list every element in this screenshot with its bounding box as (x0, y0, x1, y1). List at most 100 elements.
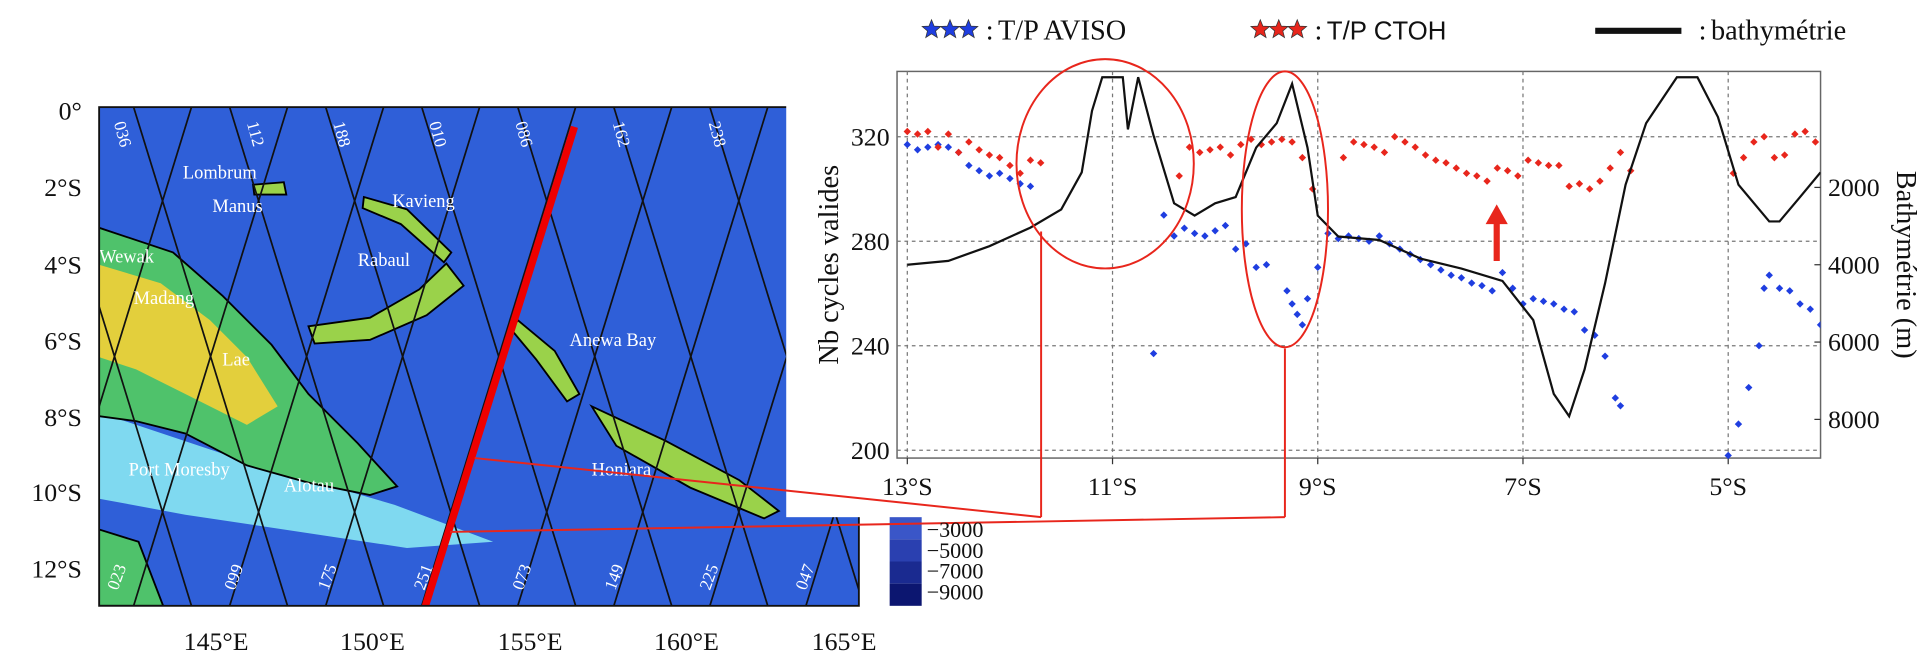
point (995, 169, 1004, 177)
point (1231, 245, 1240, 253)
point (1252, 263, 1260, 272)
legend-separator: : (1699, 15, 1707, 46)
point (1616, 148, 1625, 157)
point (965, 138, 973, 146)
place-label: Rabaul (358, 250, 410, 270)
point (1529, 295, 1537, 303)
x-tick-label: 11°S (1088, 472, 1138, 501)
point (1503, 166, 1512, 175)
point (934, 143, 942, 151)
point (1765, 271, 1773, 279)
point (1175, 172, 1183, 180)
point (1786, 287, 1794, 295)
point (1555, 161, 1563, 170)
point (965, 161, 973, 170)
point (913, 130, 922, 138)
australia (99, 528, 165, 606)
point (995, 153, 1004, 162)
place-label: Lombrum (183, 163, 258, 183)
point (1375, 232, 1384, 240)
point (1237, 140, 1245, 149)
point (1514, 172, 1522, 180)
point (1816, 321, 1821, 329)
track-line (132, 107, 289, 606)
y2-tick-label: 2000 (1828, 173, 1880, 202)
point (1478, 281, 1486, 290)
point (1750, 138, 1758, 146)
point (1226, 151, 1235, 159)
colorbar-step (889, 583, 922, 606)
arrow-head (1485, 204, 1508, 225)
point (1811, 138, 1820, 146)
colorbar (889, 517, 922, 606)
point (1006, 174, 1014, 183)
track-line (613, 107, 769, 606)
point (1575, 180, 1584, 188)
point (1524, 156, 1532, 164)
lat-tick-label: 10°S (31, 478, 82, 507)
track-line (420, 107, 577, 606)
point (1791, 130, 1799, 138)
place-label: Anewa Bay (570, 330, 657, 350)
point (1262, 261, 1271, 269)
point (1565, 182, 1573, 191)
legend-label: T/P AVISO (998, 15, 1126, 46)
point (1283, 287, 1291, 295)
lon-tick-label: 155°E (498, 627, 563, 656)
lon-tick-label: 150°E (340, 627, 405, 656)
point (1426, 261, 1435, 269)
lon-tick-label: 160°E (654, 627, 719, 656)
colorbar-label: −9000 (927, 580, 984, 605)
lon-tick-label: 165°E (812, 627, 877, 656)
annotations (450, 58, 1508, 533)
point (1211, 227, 1219, 235)
y-axis-label: Nb cycles valides (814, 165, 845, 365)
point (1421, 151, 1430, 159)
y2-axis-label: Bathymétrie (m) (1890, 171, 1921, 359)
highlight-ellipse (1240, 70, 1329, 349)
legend-label: T/P CTOH (1327, 17, 1447, 45)
point (944, 130, 953, 138)
legend-marker (1286, 18, 1308, 39)
point (1755, 342, 1763, 350)
point (1467, 279, 1476, 287)
point (1267, 138, 1276, 146)
point (1550, 300, 1558, 308)
point (1411, 143, 1419, 151)
point (1180, 224, 1189, 232)
x-tick-label: 13°S (882, 472, 933, 501)
point (1288, 138, 1296, 146)
highlands (99, 264, 278, 425)
colorbar-step (889, 517, 922, 540)
point (1170, 232, 1178, 240)
point (1037, 159, 1045, 167)
x-tick-label: 9°S (1299, 472, 1337, 501)
highlight-ellipse (1015, 58, 1195, 270)
point (1437, 266, 1445, 274)
point (1370, 143, 1378, 151)
point (1026, 156, 1035, 164)
place-label: Wewak (99, 246, 155, 266)
y-tick-label: 240 (851, 331, 890, 360)
point (1739, 153, 1748, 162)
plot-area (903, 76, 1821, 460)
point (1360, 140, 1368, 149)
place-label: Alotau (284, 475, 334, 495)
legend-marker (939, 18, 961, 39)
point (1216, 143, 1224, 151)
point (1596, 177, 1604, 185)
shelf (99, 412, 494, 548)
lat-tick-label: 4°S (44, 250, 82, 279)
point (1611, 394, 1620, 402)
lat-tick-label: 6°S (44, 327, 82, 356)
place-label: Kavieng (392, 191, 455, 211)
track-line (324, 107, 481, 606)
point (1349, 138, 1358, 146)
selected-track (421, 125, 578, 606)
y-tick-label: 280 (851, 227, 890, 256)
point (1780, 151, 1789, 159)
y-tick-label: 320 (851, 122, 890, 151)
point (1201, 232, 1209, 240)
point (1734, 420, 1743, 428)
